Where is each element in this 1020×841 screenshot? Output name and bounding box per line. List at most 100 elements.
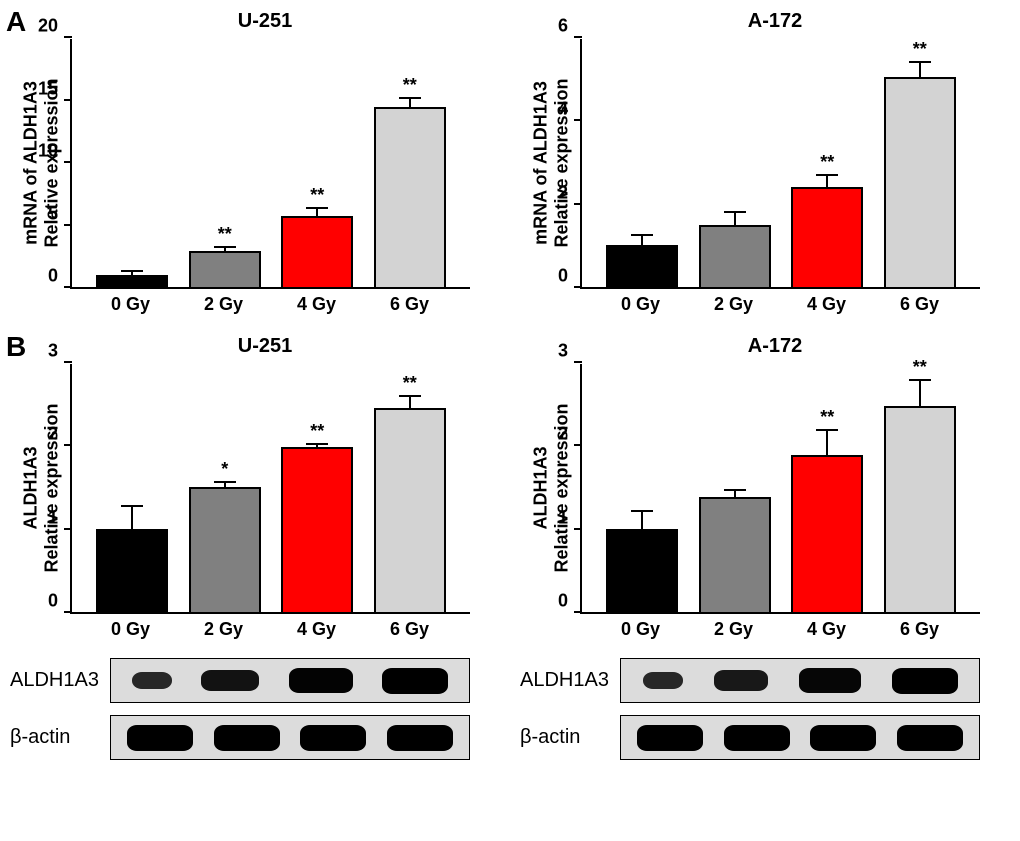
significance-marker: ** [913,39,927,60]
significance-marker: * [221,459,228,480]
xtick-label: 6 Gy [884,614,956,640]
bar-group: ** [791,187,863,287]
ytick-label: 0 [558,266,568,287]
ytick-label: 15 [38,78,58,99]
bar [884,406,956,612]
blot-band [127,725,193,751]
bar [606,245,678,287]
blot-band [892,668,958,694]
blot-strip [110,715,470,760]
bar-group: ** [374,107,446,287]
bar [791,455,863,612]
bar-group: ** [884,77,956,287]
ytick-label: 0 [48,266,58,287]
xtick-label: 0 Gy [95,614,167,640]
blot-band [637,725,703,751]
xtick-label: 2 Gy [698,289,770,315]
significance-marker: ** [820,152,834,173]
bar [281,216,353,287]
ytick-label: 5 [48,203,58,224]
bar [374,107,446,287]
blot-band [799,668,861,693]
bar [96,529,168,612]
bar-group: ** [281,447,353,612]
xtick-label: 6 Gy [884,289,956,315]
bar [791,187,863,287]
blot-strip [620,658,980,703]
bar-group: ** [281,216,353,287]
xtick-label: 2 Gy [188,289,260,315]
bar [189,487,261,612]
chart-title: U-251 [60,10,470,33]
ytick-label: 1 [48,507,58,528]
blot-band [289,668,353,693]
bar-group [699,225,771,288]
significance-marker: ** [218,224,232,245]
bar [374,408,446,612]
xtick-label: 4 Gy [791,614,863,640]
blot-band [643,672,683,689]
significance-marker: ** [403,373,417,394]
blot-band [810,725,876,751]
significance-marker: ** [820,407,834,428]
ytick-label: 3 [48,341,58,362]
bar-group: * [189,487,261,612]
bar-group [606,245,678,287]
xtick-label: 0 Gy [605,289,677,315]
ytick-label: 2 [558,182,568,203]
bar-group [96,529,168,612]
blot-band [714,670,768,690]
chart-block: A-172 mRNA of ALDH1A3 Relative expression… [520,10,980,315]
blot-band [132,672,172,689]
xtick-label: 0 Gy [95,289,167,315]
chart-title: A-172 [570,10,980,33]
ytick-label: 0 [48,591,58,612]
bar-group: ** [791,455,863,612]
xtick-label: 4 Gy [791,289,863,315]
chart-block: U-251ALDH1A3 Relative expression0123****… [10,335,470,772]
xtick-label: 4 Gy [281,614,353,640]
western-blot: ALDH1A3β-actin [520,658,980,760]
xtick-label: 6 Gy [374,289,446,315]
significance-marker: ** [403,75,417,96]
blot-label: β-actin [520,726,620,749]
blot-band [897,725,963,751]
ytick-label: 6 [558,16,568,37]
xtick-label: 0 Gy [605,614,677,640]
blot-band [300,725,366,751]
xtick-label: 6 Gy [374,614,446,640]
blot-band [724,725,790,751]
ytick-label: 3 [558,341,568,362]
chart-title: U-251 [60,335,470,358]
bar [699,225,771,288]
xtick-label: 4 Gy [281,289,353,315]
bar [281,447,353,612]
significance-marker: ** [310,421,324,442]
chart-block: U-251 mRNA of ALDH1A3 Relative expression… [10,10,470,315]
blot-strip [110,658,470,703]
significance-marker: ** [310,185,324,206]
yaxis-label: ALDH1A3 Relative expression [530,363,571,613]
yaxis-label: mRNA of ALDH1A3 Relative expression [20,38,61,288]
xtick-label: 2 Gy [698,614,770,640]
significance-marker: ** [913,357,927,378]
chart-title: A-172 [570,335,980,358]
ytick-label: 0 [558,591,568,612]
yaxis-label: mRNA of ALDH1A3 Relative expression [530,38,571,288]
ytick-label: 4 [558,99,568,120]
blot-band [214,725,280,751]
blot-band [387,725,453,751]
ytick-label: 1 [558,507,568,528]
bar-group [699,497,771,612]
blot-band [382,668,448,694]
blot-label: ALDH1A3 [10,669,110,692]
blot-band [201,670,259,692]
panel-a: AU-251mRNA of ALDH1A3 Relative expressio… [10,10,1010,315]
blot-strip [620,715,980,760]
chart-block: A-172ALDH1A3 Relative expression0123****… [520,335,980,772]
bar [884,77,956,287]
plot-area: mRNA of ALDH1A3 Relative expression0246*… [580,39,980,289]
blot-label: β-actin [10,726,110,749]
bar [699,497,771,612]
bar-group [96,275,168,288]
